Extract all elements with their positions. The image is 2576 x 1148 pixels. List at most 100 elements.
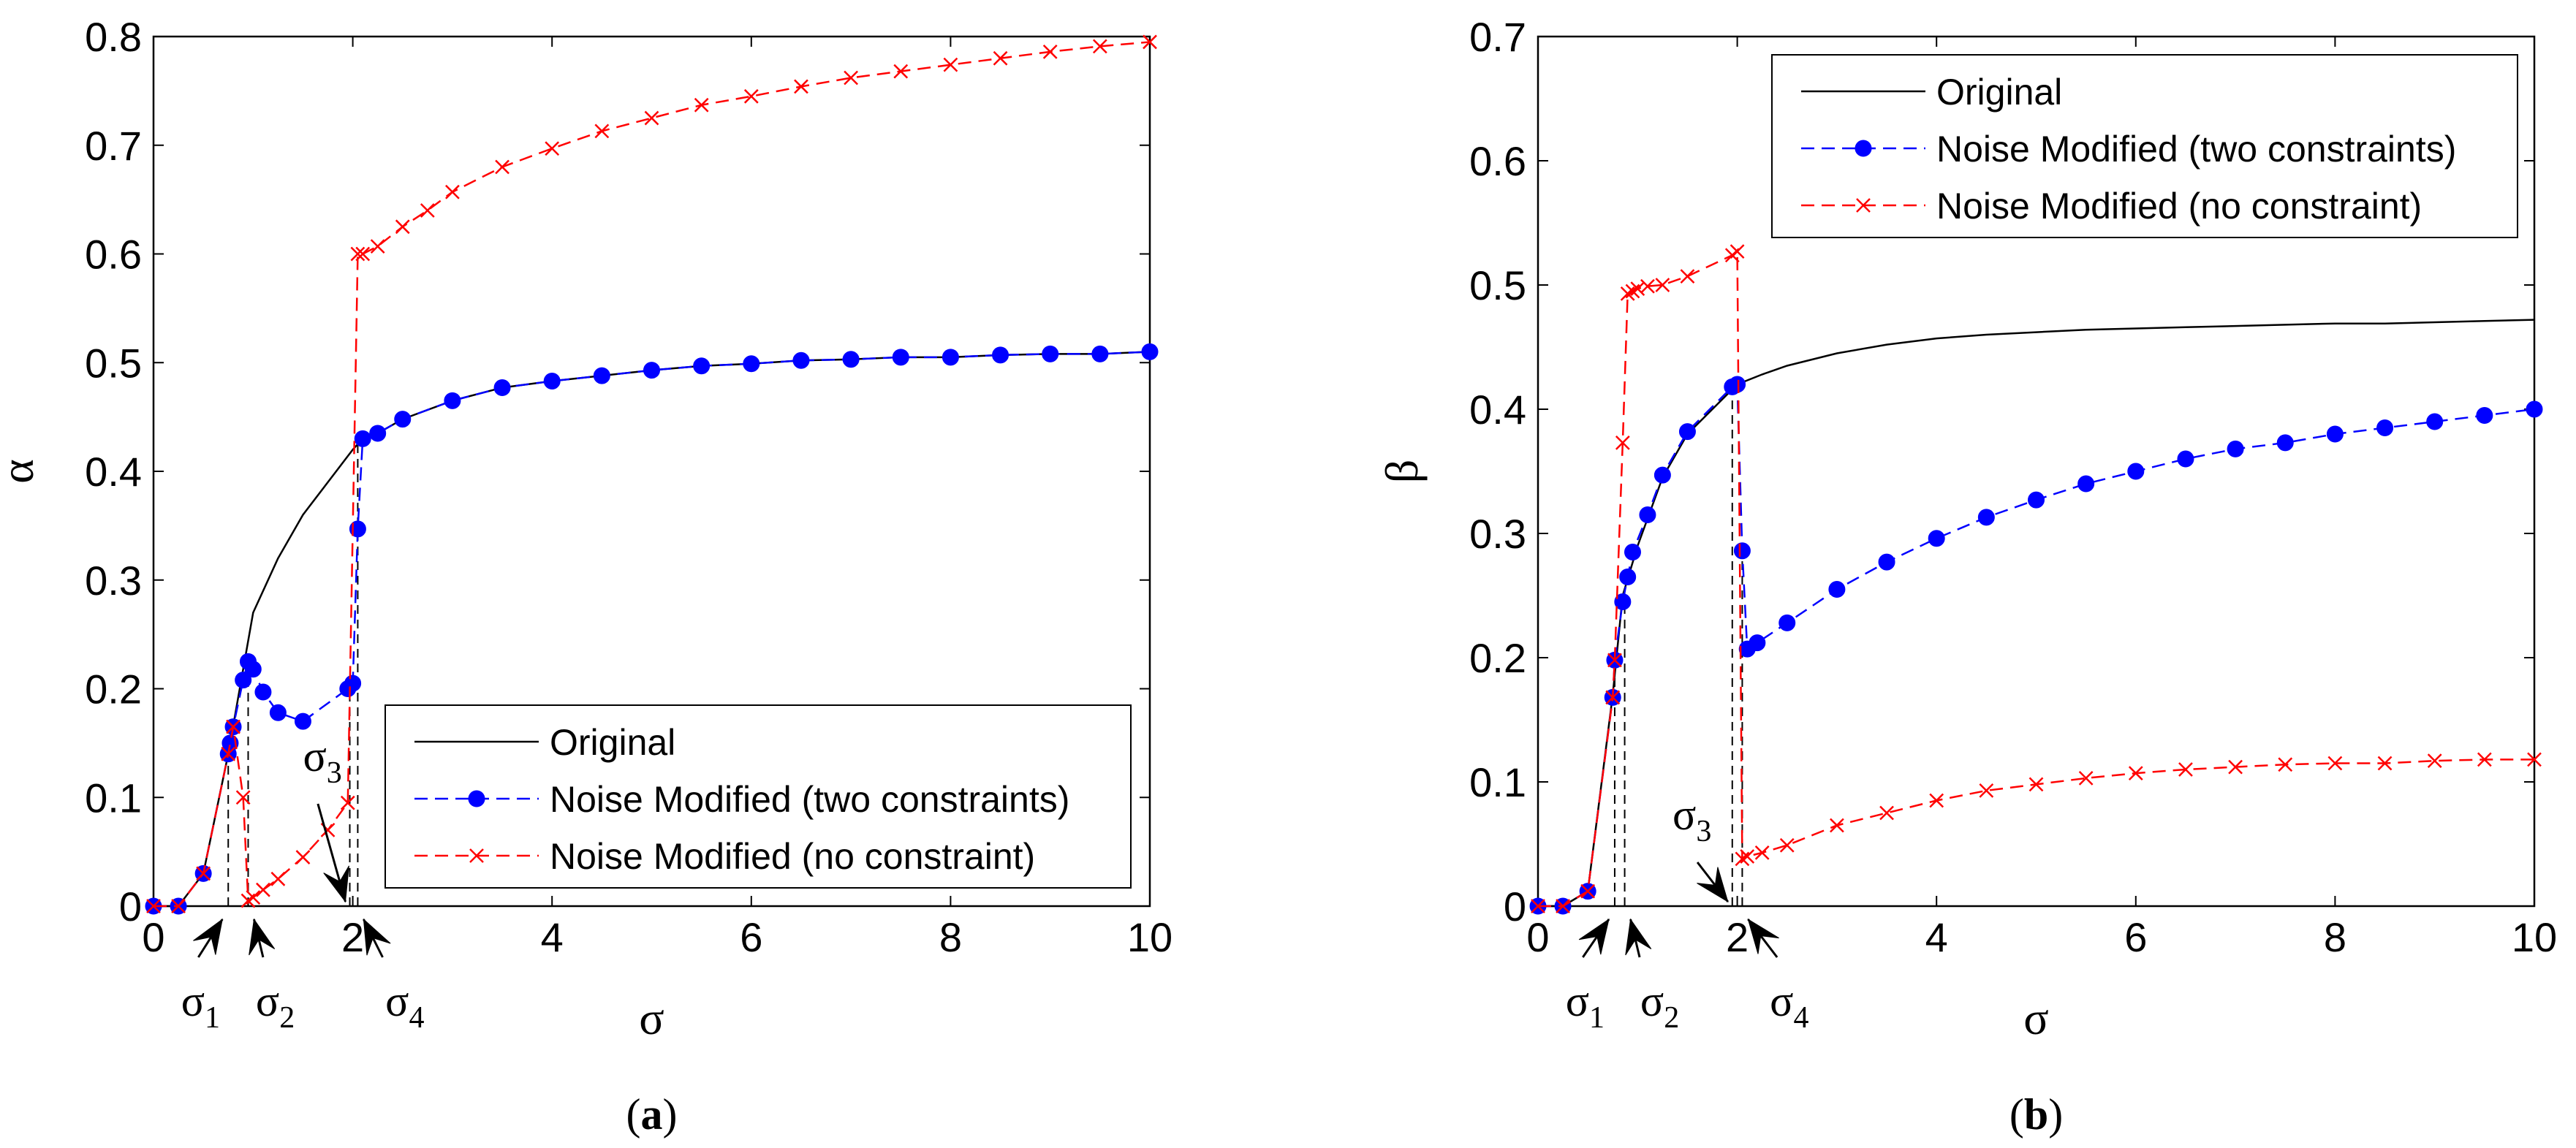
data-point — [1740, 849, 1755, 864]
data-point — [2527, 752, 2542, 767]
data-point — [992, 346, 1009, 364]
sigma-annotation-3: σ3 — [303, 732, 349, 903]
panel-b: 0 2 4 6 8 10 0 0.1 0.2 0.3 0.4 0.5 0.6 0.7 σ β Original N… — [1376, 14, 2557, 1139]
data-point — [146, 899, 161, 913]
sigma-subscript: 1 — [205, 1001, 220, 1035]
legend-label: Noise Modified (two constraints) — [1936, 129, 2456, 170]
data-point — [1779, 837, 1795, 853]
data-point — [2526, 400, 2543, 418]
annotation-arrow — [1696, 862, 1729, 903]
data-point — [493, 379, 511, 396]
x-axis-label: σ — [2023, 992, 2049, 1044]
annotation-arrow — [1625, 918, 1652, 958]
x-tick-label: 2 — [1726, 914, 1749, 960]
data-point — [344, 674, 362, 692]
data-point — [370, 239, 385, 254]
sigma-subscript: 4 — [409, 1001, 424, 1035]
data-point — [644, 110, 659, 126]
data-point — [226, 719, 240, 734]
sigma-symbol: σ — [1640, 977, 1664, 1025]
data-point — [1141, 343, 1159, 360]
data-point — [2476, 407, 2493, 424]
data-point — [420, 203, 435, 218]
y-tick-label: 0 — [119, 883, 142, 930]
data-point — [1678, 423, 1696, 441]
series-noise-modified-no-constraint — [1531, 244, 2542, 913]
data-point — [1979, 783, 1994, 798]
data-point — [1091, 345, 1109, 362]
data-point — [892, 349, 909, 366]
data-point — [1655, 278, 1670, 292]
legend-marker — [468, 790, 485, 807]
data-point — [1619, 569, 1637, 585]
legend: Original Noise Modified (two constraints)… — [384, 704, 1132, 889]
sigma-symbol: σ — [303, 732, 326, 780]
data-point — [269, 704, 287, 721]
data-point — [350, 246, 365, 262]
data-point — [2377, 756, 2393, 771]
series-noise-modified-no-constraint — [146, 34, 1157, 913]
data-point — [1042, 44, 1058, 59]
legend-label: Original — [550, 722, 675, 763]
y-tick-label: 0.6 — [85, 232, 142, 278]
data-point — [1620, 286, 1635, 301]
data-point — [1878, 553, 1895, 571]
sigma-label: σ4 — [1770, 977, 1808, 1035]
sigma-annotation-4: σ4 — [1747, 918, 1808, 1035]
x-tick-label: 10 — [1127, 914, 1173, 960]
data-point — [2028, 777, 2044, 792]
data-point — [1605, 690, 1621, 705]
data-point — [2228, 759, 2243, 775]
annotation-arrow — [317, 803, 349, 903]
data-point — [1977, 509, 1995, 526]
sigma-symbol: σ — [1672, 791, 1696, 839]
sigma-subscript: 2 — [279, 1001, 295, 1035]
data-point — [1625, 284, 1640, 299]
data-point — [1929, 793, 1944, 808]
data-point — [355, 246, 371, 262]
data-point — [2376, 419, 2394, 436]
data-point — [2278, 757, 2293, 772]
sigma-label: σ2 — [1640, 977, 1679, 1035]
data-point — [294, 712, 311, 730]
data-point — [794, 79, 808, 94]
data-point — [244, 661, 262, 678]
data-point — [235, 672, 252, 689]
data-point — [1928, 530, 1945, 547]
data-point — [1614, 593, 1632, 610]
sigma-symbol: σ — [181, 977, 205, 1025]
data-point — [340, 795, 355, 810]
data-point — [1615, 436, 1630, 450]
sigma-subscript: 1 — [1589, 1001, 1605, 1035]
data-point — [2327, 756, 2343, 771]
annotation-arrow — [249, 918, 276, 958]
y-tick-label: 0.1 — [85, 775, 142, 821]
data-point — [246, 890, 261, 905]
y-tick-label: 0 — [1504, 883, 1526, 930]
x-tick-label: 8 — [2324, 914, 2346, 960]
data-point — [395, 219, 410, 235]
data-point — [743, 355, 760, 373]
annotation-arrow — [193, 918, 224, 958]
y-tick-label: 0.4 — [85, 449, 142, 495]
legend-label: Original — [1936, 72, 2062, 113]
data-point — [1828, 581, 1846, 598]
data-point — [1143, 34, 1157, 50]
y-tick-label: 0.4 — [1469, 387, 1526, 433]
y-tick-label: 0.3 — [1469, 511, 1526, 557]
data-point — [643, 362, 660, 379]
sigma-label: σ3 — [303, 732, 341, 790]
legend-marker — [1856, 198, 1871, 213]
panel-a: 0 2 4 6 8 10 0 0.1 0.2 0.3 0.4 0.5 0.6 0.7 0.8 σ α Origin… — [0, 14, 1173, 1139]
data-point — [1531, 899, 1545, 913]
y-axis-label: α — [0, 459, 43, 484]
annotation-arrow — [363, 918, 391, 958]
data-point — [694, 97, 709, 113]
data-point — [1729, 376, 1746, 393]
data-point — [893, 64, 909, 79]
sigma-label: σ4 — [385, 977, 424, 1035]
data-point — [1639, 506, 1656, 523]
y-tick-label: 0.1 — [1469, 759, 1526, 805]
legend: Original Noise Modified (two constraints)… — [1771, 54, 2518, 238]
data-point — [1730, 244, 1745, 259]
